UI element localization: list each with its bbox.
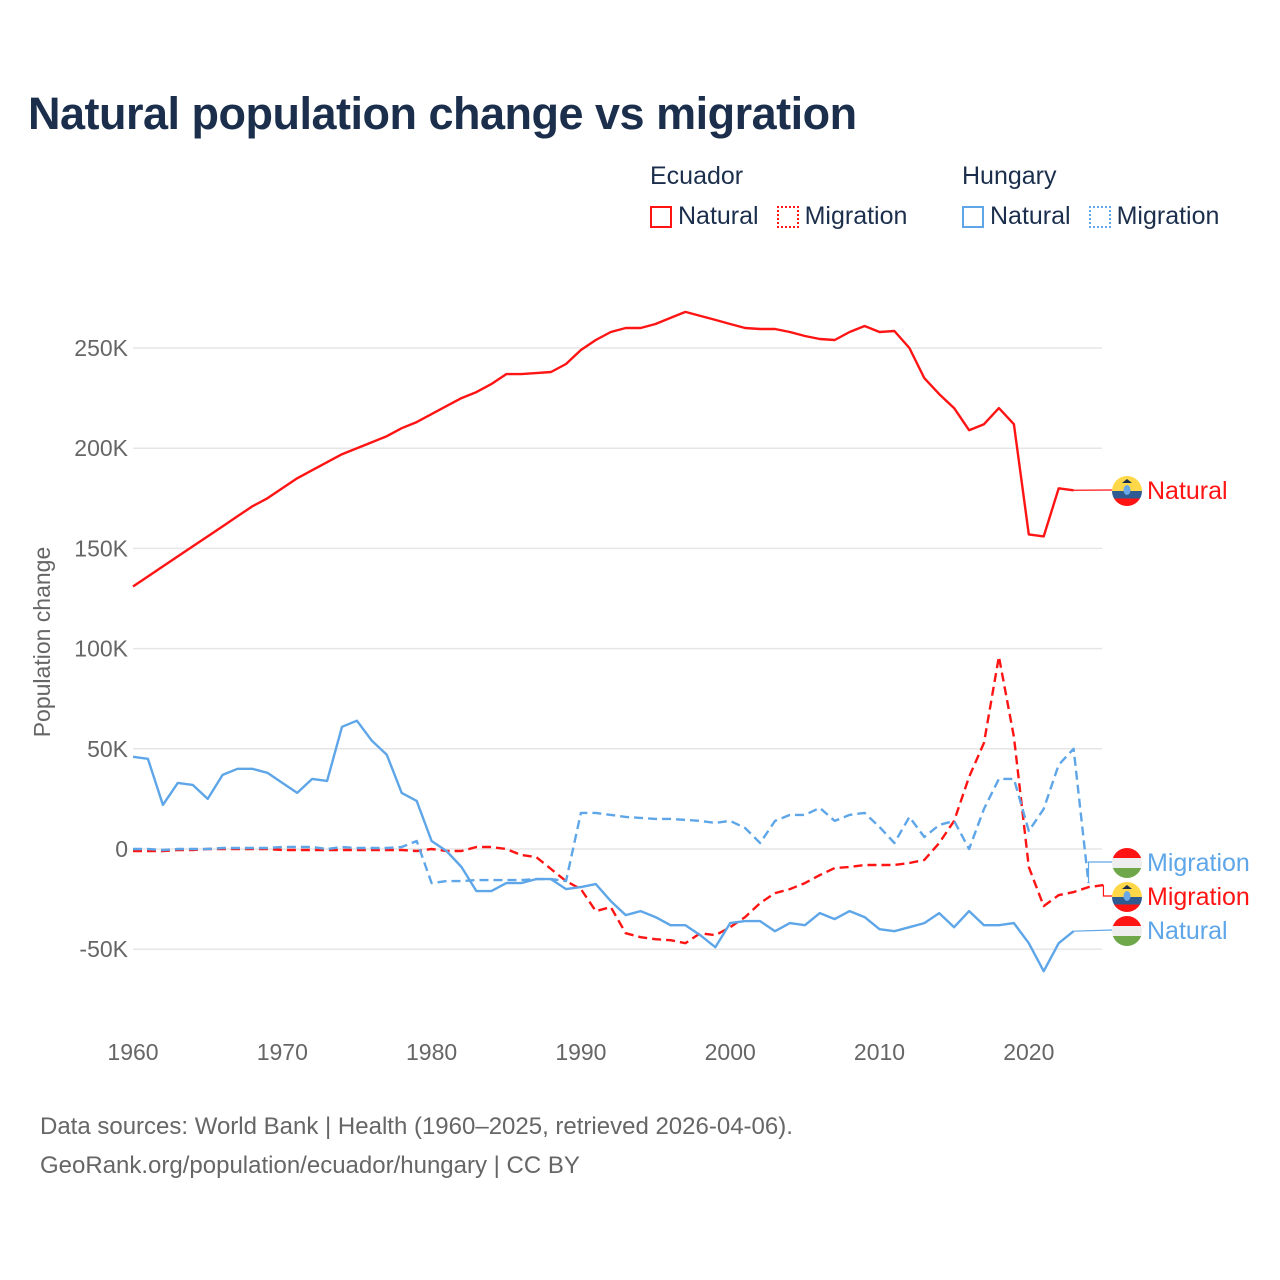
flag-stripe [1112, 868, 1142, 878]
x-tick-label: 2020 [1003, 1039, 1054, 1065]
legend-item-hungary-migration[interactable]: Migration [1088, 202, 1220, 231]
series-end-label: Migration [1147, 849, 1250, 877]
x-tick-label: 2010 [854, 1039, 905, 1065]
flag-shape [1112, 916, 1142, 946]
y-axis-label: Population change [29, 547, 55, 738]
legend-label: Natural [990, 202, 1071, 230]
flag-stripe [1112, 926, 1142, 936]
hungary-flag-icon [1112, 848, 1142, 878]
line-chart: -50K 0 50K 100K 150K 200K 250K 1960 1970 1980 199… [29, 310, 1250, 1065]
legend-item-ecuador-natural[interactable]: Natural [650, 202, 759, 231]
legend-swatch-dotted [776, 205, 799, 228]
series-end-label: Natural [1147, 917, 1228, 945]
series-end-label: Natural [1147, 477, 1228, 505]
legend-label: Natural [678, 202, 759, 230]
x-tick-label: 1990 [555, 1039, 606, 1065]
label-connector [1087, 861, 1112, 884]
end-label-ecuador-migration: Migration [1102, 882, 1250, 912]
series-line-hungary-natural [132, 719, 1075, 973]
flag-stripe [1112, 904, 1142, 912]
legend-item-ecuador-migration[interactable]: Migration [776, 202, 908, 231]
flag-stripe [1112, 848, 1142, 858]
x-tick-label: 1970 [257, 1039, 308, 1065]
y-tick-label: 50K [87, 736, 129, 762]
legend-group-title: Ecuador [650, 162, 744, 190]
data-source-note: Data sources: World Bank | Health (1960–… [40, 1113, 793, 1140]
flag-stripe [1112, 936, 1142, 946]
flag-emblem [1123, 891, 1131, 901]
y-tick-label: 250K [74, 335, 128, 361]
flag-shape [1112, 848, 1142, 878]
x-tick-label: 2000 [705, 1039, 756, 1065]
x-tick-label: 1960 [107, 1039, 158, 1065]
flag-shape [1112, 476, 1142, 506]
y-tick-label: 200K [74, 435, 128, 461]
flag-emblem [1122, 479, 1132, 483]
end-label-hungary-migration: Migration [1087, 848, 1250, 884]
flag-emblem [1123, 485, 1131, 495]
attribution-link[interactable]: GeoRank.org/population/ecuador/hungary |… [40, 1152, 580, 1179]
legend-swatch-dotted [1088, 205, 1111, 228]
flag-stripe [1112, 476, 1142, 491]
ecuador-flag-icon [1112, 882, 1142, 912]
flag-emblem [1122, 885, 1132, 889]
flag-stripe [1112, 916, 1142, 926]
legend-item-hungary-natural[interactable]: Natural [962, 202, 1071, 231]
hungary-flag-icon [1112, 916, 1142, 946]
flag-stripe [1112, 882, 1142, 897]
series-line-ecuador-migration [133, 655, 1104, 945]
chart-title: Natural population change vs migration [28, 88, 857, 139]
y-tick-label: -50K [79, 936, 128, 962]
legend-group-ecuador: Ecuador Natural Migration [650, 162, 925, 231]
series-line-hungary-migration [133, 747, 1090, 885]
flag-stripe [1112, 498, 1142, 506]
footer: Data sources: World Bank | Health (1960–… [40, 1107, 793, 1185]
legend-group-title: Hungary [962, 162, 1057, 190]
y-tick-label: 100K [74, 636, 128, 662]
legend-group-hungary: Hungary Natural Migration [962, 162, 1219, 231]
ecuador-flag-icon [1112, 476, 1142, 506]
label-connector [1073, 929, 1113, 932]
series-line-ecuador-natural [132, 310, 1074, 588]
flag-shape [1112, 882, 1142, 912]
legend-swatch-solid [962, 205, 984, 228]
legend-label: Migration [804, 202, 908, 230]
y-tick-label: 150K [74, 535, 128, 561]
y-tick-label: 0 [115, 836, 128, 862]
series-end-label: Migration [1147, 883, 1250, 911]
x-tick-label: 1980 [406, 1039, 457, 1065]
flag-stripe [1112, 858, 1142, 868]
end-label-ecuador-natural: Natural [1073, 476, 1228, 506]
legend-label: Migration [1116, 202, 1220, 230]
end-label-hungary-natural: Natural [1073, 916, 1228, 946]
label-connector [1102, 885, 1112, 897]
legend-swatch-solid [650, 205, 672, 228]
